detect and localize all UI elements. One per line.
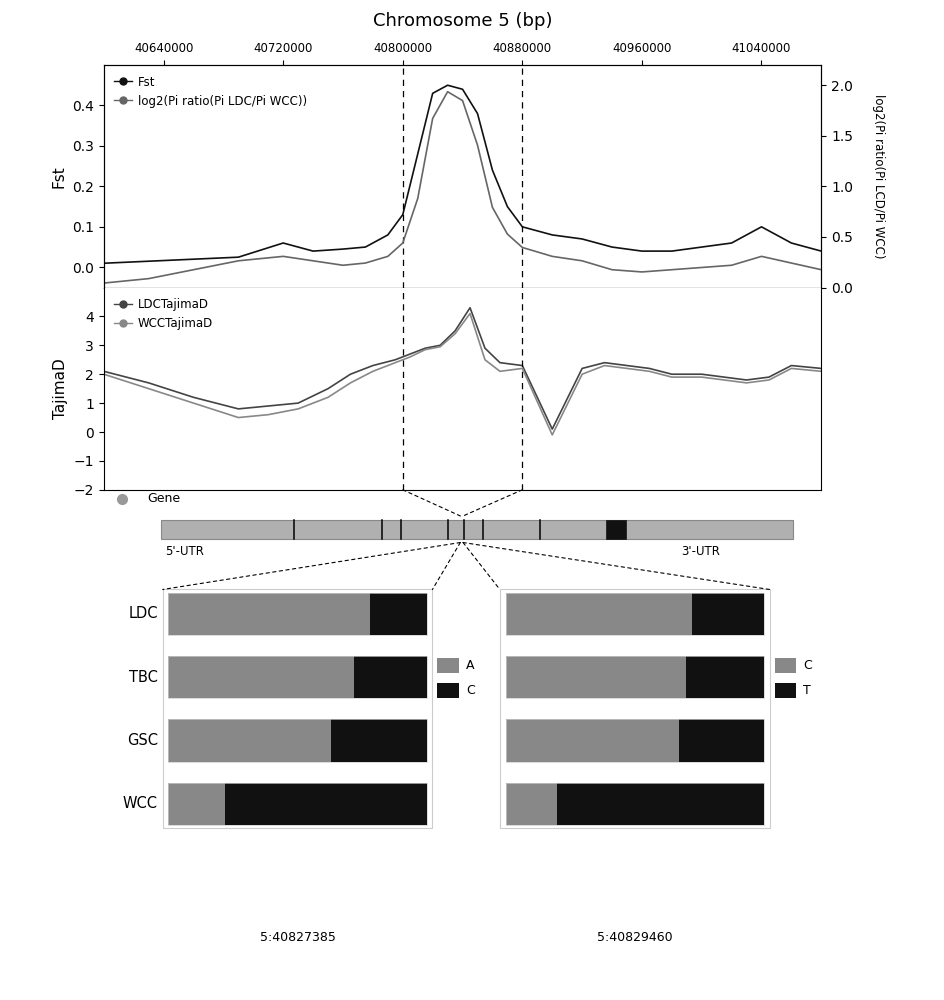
Y-axis label: TajimaD: TajimaD (53, 358, 68, 419)
Bar (506, 783, 557, 825)
Text: C: C (803, 659, 812, 672)
Text: Gene: Gene (147, 492, 180, 505)
Bar (370, 593, 427, 635)
Bar (506, 719, 764, 762)
Text: C: C (466, 684, 475, 697)
Bar (686, 656, 764, 698)
Bar (506, 593, 692, 635)
Bar (168, 719, 331, 762)
Bar (506, 783, 764, 825)
Bar (679, 719, 764, 762)
Bar (161, 520, 793, 539)
Bar (506, 719, 679, 762)
Text: A: A (466, 659, 475, 672)
Bar (437, 658, 459, 673)
Bar (775, 683, 796, 698)
Bar (331, 719, 427, 762)
Bar (168, 656, 427, 698)
Legend: LDCTajimaD, WCCTajimaD: LDCTajimaD, WCCTajimaD (110, 293, 218, 335)
Bar (557, 783, 764, 825)
Y-axis label: Fst: Fst (52, 165, 67, 188)
Text: 5:40829460: 5:40829460 (597, 931, 672, 944)
Bar (168, 656, 354, 698)
Bar (506, 656, 686, 698)
Text: 5:40827385: 5:40827385 (260, 931, 335, 944)
Title: Chromosome 5 (bp): Chromosome 5 (bp) (373, 12, 552, 30)
Bar (775, 658, 796, 673)
Text: WCC: WCC (123, 796, 158, 811)
Bar (168, 593, 427, 635)
Bar (506, 593, 764, 635)
Bar (354, 656, 427, 698)
Text: 3'-UTR: 3'-UTR (682, 545, 720, 558)
Text: LDC: LDC (128, 606, 158, 621)
Text: GSC: GSC (126, 733, 158, 748)
Bar (506, 656, 764, 698)
Bar (500, 589, 769, 828)
Bar (168, 593, 370, 635)
Bar (168, 783, 226, 825)
Bar (168, 719, 427, 762)
Bar (606, 520, 626, 539)
Legend: Fst, log2(Pi ratio(Pi LDC/Pi WCC)): Fst, log2(Pi ratio(Pi LDC/Pi WCC)) (110, 71, 312, 112)
Bar (437, 683, 459, 698)
Y-axis label: log2(Pi ratio(Pi LCD/Pi WCC): log2(Pi ratio(Pi LCD/Pi WCC) (872, 94, 885, 259)
Bar (226, 783, 427, 825)
Bar (168, 783, 427, 825)
Text: 5'-UTR: 5'-UTR (165, 545, 204, 558)
Bar (692, 593, 764, 635)
Text: T: T (803, 684, 811, 697)
Bar (162, 589, 432, 828)
Text: TBC: TBC (128, 670, 158, 685)
